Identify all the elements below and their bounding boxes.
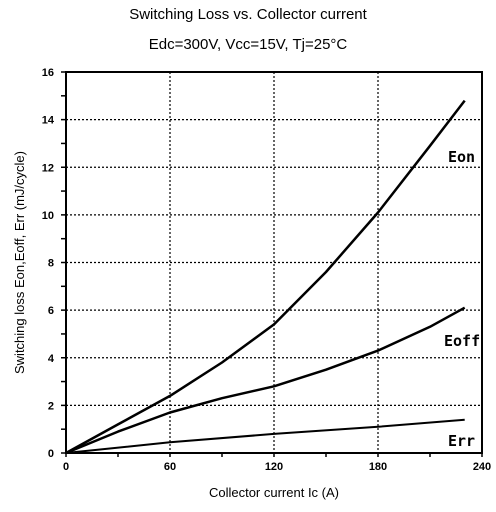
tick-marks <box>61 71 483 457</box>
x-tick-label: 180 <box>369 461 387 473</box>
x-tick-label: 120 <box>265 461 283 473</box>
y-tick-label: 4 <box>48 353 55 365</box>
y-axis-label: Switching loss Eon,Eoff, Err (mJ/cycle) <box>12 151 27 374</box>
series-labels: Eon Eoff Err <box>444 148 480 450</box>
y-tick-label: 12 <box>42 162 54 174</box>
x-axis-label: Collector current Ic (A) <box>209 485 339 500</box>
x-tick-label: 60 <box>164 461 176 473</box>
y-tick-label: 14 <box>42 115 55 127</box>
series-line-eon <box>65 99 466 455</box>
series-label-eon: Eon <box>448 148 475 166</box>
y-tick-label: 6 <box>48 305 54 317</box>
y-tick-label: 2 <box>48 400 54 412</box>
series-group <box>65 99 466 455</box>
y-tick-label: 16 <box>42 67 54 79</box>
series-line-eoff <box>65 306 466 455</box>
chart-subtitle: Edc=300V, Vcc=15V, Tj=25°C <box>148 36 348 53</box>
y-tick-label: 8 <box>48 258 54 270</box>
tick-labels: 0 60 120 180 240 0 2 4 6 8 10 12 14 16 <box>42 67 491 473</box>
series-line-err <box>65 418 465 454</box>
y-tick-label: 10 <box>42 210 54 222</box>
chart-title: Switching Loss vs. Collector current <box>129 6 367 23</box>
y-tick-label: 0 <box>48 448 54 460</box>
grid <box>66 72 482 453</box>
x-tick-label: 0 <box>63 461 69 473</box>
x-tick-label: 240 <box>473 461 491 473</box>
series-label-eoff: Eoff <box>444 332 480 350</box>
series-label-err: Err <box>448 432 475 450</box>
